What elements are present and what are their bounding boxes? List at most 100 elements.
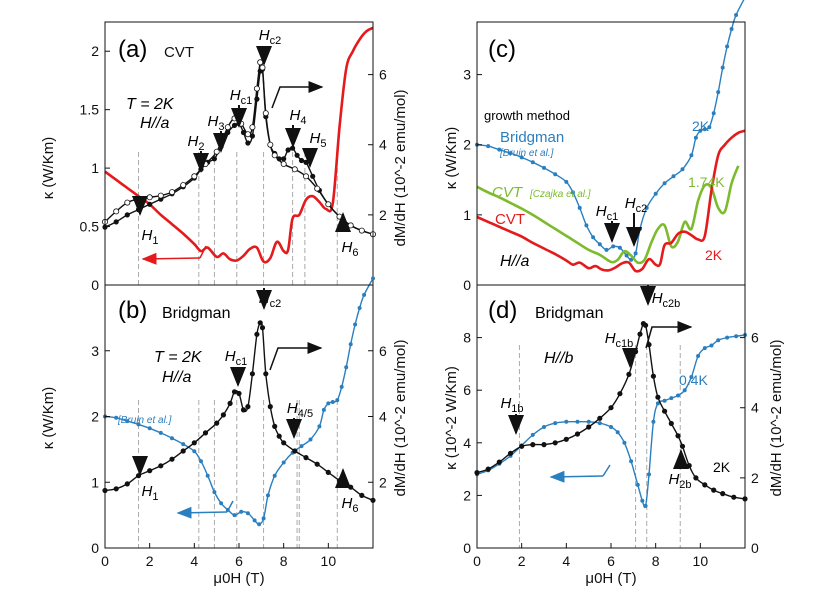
data-point: [519, 443, 525, 449]
field-label: Hc2: [625, 195, 647, 215]
data-point: [709, 343, 714, 348]
series-line-c2: [476, 129, 746, 273]
data-point: [180, 448, 186, 454]
data-point: [586, 419, 591, 424]
data-point: [124, 212, 130, 218]
data-point: [267, 403, 273, 410]
series-line-c1: [476, 165, 740, 265]
y-tick-label: 1.5: [80, 102, 100, 118]
data-point: [553, 172, 558, 177]
data-point: [662, 398, 667, 403]
data-point: [271, 152, 278, 159]
y-tick-label: 8: [463, 330, 471, 346]
panel-a-yticks: 0 0.5 1 1.5 2: [80, 43, 110, 293]
data-point: [353, 322, 358, 327]
data-point: [253, 85, 260, 92]
data-point: [314, 461, 320, 467]
panel-d: 0 2 4 6 8 0 2 4 6 0 2 4 6 8 10 (d) Bridgman H//b 0.4…: [443, 284, 785, 587]
data-point: [682, 388, 687, 393]
y-tick-label: 6: [379, 343, 387, 359]
data-point: [725, 335, 730, 340]
x-tick-label: 10: [693, 553, 709, 569]
y-tick-label: 2: [463, 487, 471, 503]
panel-b-tag: (b): [118, 297, 147, 324]
y-tick-label: 2: [91, 409, 99, 425]
data-point: [202, 430, 209, 436]
data-point: [669, 396, 674, 401]
data-point: [157, 192, 164, 199]
data-point: [702, 127, 707, 132]
data-point: [508, 151, 513, 156]
data-point: [245, 140, 251, 146]
data-point: [146, 194, 153, 201]
panel-d-yticks: 0 2 4 6 8: [463, 330, 482, 556]
data-point: [113, 208, 120, 215]
data-point: [668, 420, 674, 427]
data-point: [236, 390, 242, 397]
x-tick-label: 10: [321, 553, 337, 569]
x-tick-label: 6: [607, 553, 615, 569]
data-point: [348, 484, 354, 490]
data-point: [198, 459, 203, 464]
data-point: [638, 226, 643, 231]
data-point: [530, 432, 535, 437]
data-point: [608, 405, 614, 411]
data-point: [640, 498, 645, 503]
data-point: [335, 398, 340, 403]
data-point: [135, 473, 142, 479]
panel-c-legend-cvt-green: CVT: [492, 184, 524, 201]
data-point: [702, 482, 708, 488]
field-label: H6: [342, 495, 359, 515]
data-point: [553, 421, 558, 426]
data-point: [344, 365, 349, 370]
data-point: [571, 190, 576, 195]
data-point: [542, 424, 547, 429]
data-point: [314, 185, 321, 192]
data-point: [259, 64, 266, 71]
panel-b-series: [102, 276, 376, 527]
panel-d-guides: [518, 345, 681, 548]
panel-b-cond1: T = 2K: [154, 349, 203, 366]
data-point: [702, 346, 707, 351]
data-point: [257, 522, 262, 527]
data-point: [552, 440, 558, 446]
data-point: [291, 166, 298, 173]
field-label: Hc1b: [605, 330, 634, 350]
field-label: H1: [142, 227, 159, 247]
field-label: Hc2b: [652, 290, 681, 310]
data-point: [655, 401, 660, 406]
data-point: [298, 157, 305, 164]
series-line-d0: [476, 334, 746, 509]
data-point: [591, 235, 596, 240]
data-point: [158, 463, 164, 469]
data-point: [541, 441, 547, 448]
x-tick-label: 8: [652, 553, 660, 569]
data-point: [272, 423, 278, 429]
panel-a-cond1: T = 2K: [126, 96, 175, 113]
data-point: [644, 205, 649, 210]
data-point: [689, 153, 694, 158]
data-point: [597, 415, 603, 421]
field-label: Hc2: [259, 27, 281, 47]
panel-a-series: [102, 26, 376, 264]
data-point: [661, 408, 668, 414]
data-point: [611, 244, 616, 249]
data-point: [731, 494, 737, 500]
y-tick-label: 0.5: [80, 219, 100, 235]
y-tick-label: 2: [379, 474, 387, 490]
data-point: [181, 442, 186, 447]
panel-d-xlabel: μ0H (T): [585, 570, 636, 587]
data-point: [530, 441, 536, 448]
panel-d-frame: [476, 284, 746, 549]
panel-c-legend-bridgman-ref: [Bruin et al.]: [499, 148, 554, 159]
data-point: [224, 124, 231, 131]
y-tick-label: 3: [91, 343, 99, 359]
data-point: [686, 462, 692, 469]
field-label: Hc2: [259, 290, 281, 310]
data-point: [232, 513, 237, 518]
data-point: [679, 443, 686, 449]
data-point: [707, 125, 712, 130]
data-point: [147, 468, 153, 474]
panel-b-yticks: 0 1 2 3: [91, 343, 110, 556]
x-tick-label: 2: [518, 553, 526, 569]
